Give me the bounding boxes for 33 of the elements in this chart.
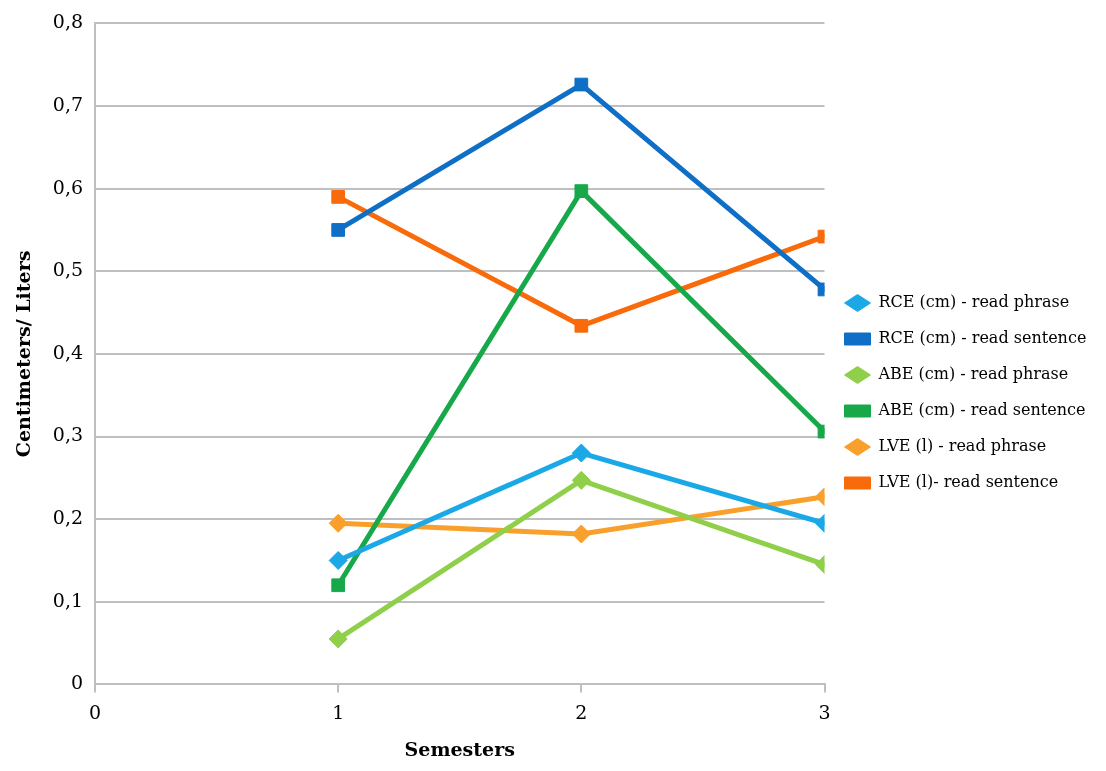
point [328,550,348,570]
point [331,578,346,593]
y-tick-label: 0,4 [52,340,84,363]
y-tick-label: 0,5 [52,258,84,281]
legend-label: ABE (cm) - read sentence [877,400,1086,420]
point [328,629,348,649]
x-tick-label: 3 [818,700,831,723]
y-tick-label: 0,1 [52,588,84,611]
point [571,470,591,490]
y-axis-title: Centimeters/ Liters [12,250,35,458]
legend-label: ABE (cm) - read phrase [877,364,1069,384]
legend-label: LVE (l) - read phrase [878,436,1047,456]
point [574,77,589,92]
point [331,223,346,237]
x-tick-label: 0 [88,700,102,723]
point [571,524,591,544]
legend-label: RCE (cm) - read sentence [878,328,1087,348]
point [571,443,591,463]
x-axis-title: Semesters [404,737,515,760]
y-tick-label: 0,7 [52,92,84,115]
point [574,184,589,198]
point [331,190,346,204]
y-tick-label: 0 [70,671,84,694]
y-tick-label: 0,8 [52,10,84,33]
y-tick-label: 0,6 [52,175,84,198]
y-tick-label: 0,3 [52,423,84,446]
legend-label: LVE (l)- read sentence [878,472,1059,492]
x-tick-label: 1 [332,700,345,723]
point [574,318,589,333]
y-tick-label: 0,2 [52,506,84,529]
point [328,513,348,533]
legend-label: RCE (cm) - read phrase [878,292,1070,312]
x-tick-label: 2 [575,700,588,723]
